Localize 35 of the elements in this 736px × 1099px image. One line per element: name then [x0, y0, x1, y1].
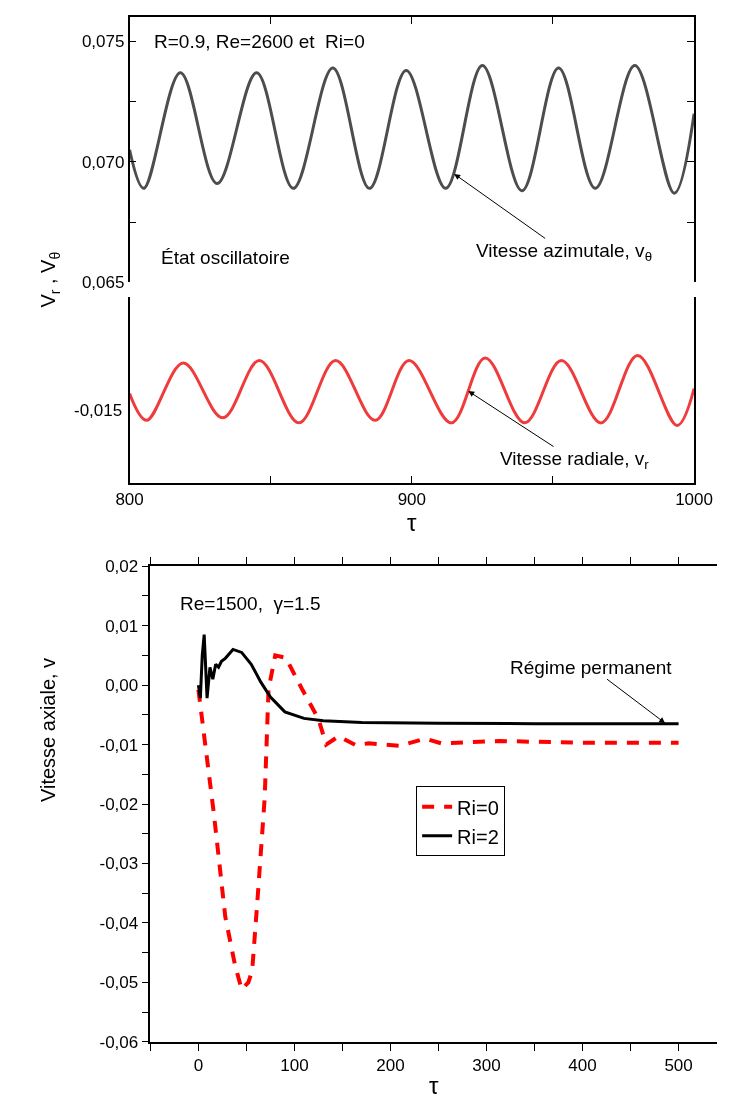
- y-tick-label: -0,02: [99, 794, 139, 814]
- y-tick-label: -0,03: [99, 854, 139, 874]
- y-tick-label: -0,06: [99, 1032, 139, 1052]
- y-tick-label: 0,075: [81, 32, 125, 52]
- y-tick-label: 0,01: [105, 616, 139, 636]
- x-tick-label: 200: [376, 1055, 405, 1075]
- x-tick-label: 900: [397, 489, 427, 509]
- annotation: Re=1500, γ=1.5: [180, 593, 321, 614]
- y-axis-title: Vitesse axiale, v: [37, 657, 59, 803]
- line-series: [129, 64, 695, 195]
- x-axis-title: τ: [428, 1072, 439, 1099]
- x-tick-label: 1000: [675, 489, 713, 509]
- annotation: Vitesse azimutale, v$_{θ}$: [476, 240, 653, 264]
- annotation: R=0.9, Re=2600 et Ri=0: [154, 31, 365, 52]
- y-tick-label: 0,00: [105, 676, 139, 696]
- y-tick-label: -0,04: [99, 913, 139, 933]
- y-tick-label: -0,01: [99, 735, 139, 755]
- annotation: État oscillatoire: [161, 247, 290, 268]
- x-axis-title: τ: [407, 508, 418, 536]
- x-tick-label: 0: [193, 1055, 204, 1075]
- x-tick-label: 300: [472, 1055, 501, 1075]
- line-series: [196, 633, 681, 726]
- x-tick-label: 400: [568, 1055, 597, 1075]
- y-tick-label: 0,065: [81, 273, 125, 293]
- y-tick-label: 0,02: [105, 557, 139, 577]
- text: -0,015: [74, 401, 123, 420]
- legend-label: Ri=0: [457, 796, 499, 819]
- annotation: Vitesse radiale, v$_{r}$: [500, 448, 650, 472]
- y-tick-label: 0,070: [81, 152, 125, 172]
- x-tick-label: 100: [280, 1055, 309, 1075]
- annotation: Régime permanent: [510, 657, 673, 678]
- legend-label: Ri=2: [457, 825, 499, 848]
- x-tick-label: 800: [115, 489, 144, 509]
- y-tick-label: -0,05: [99, 973, 139, 993]
- x-tick-label: 500: [664, 1055, 693, 1075]
